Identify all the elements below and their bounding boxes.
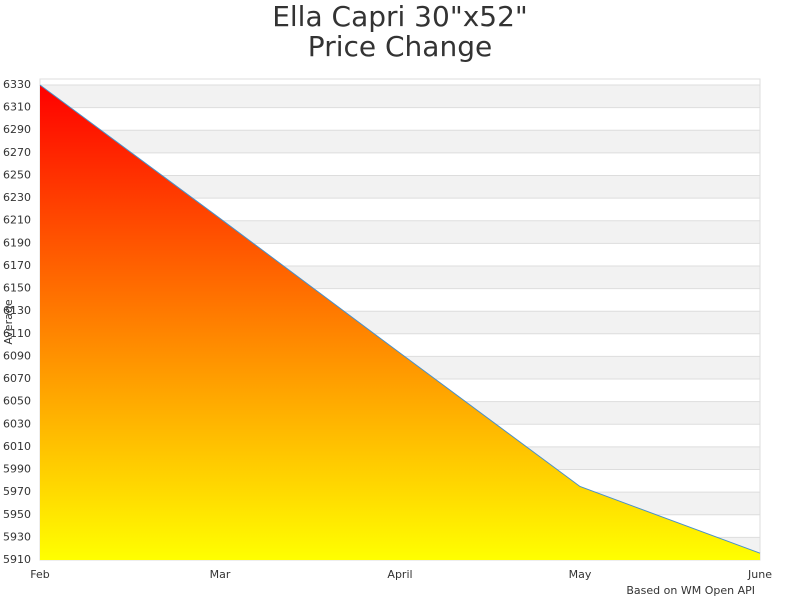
- plot-area: 5910 5930 5950 5970 5990 6010 6030 6050 6070 6090…: [3, 78, 772, 581]
- y-axis-label: Average: [2, 299, 15, 344]
- x-tick-label: June: [747, 568, 772, 581]
- y-tick-label: 6330: [3, 78, 31, 91]
- y-tick-label: 5990: [3, 463, 31, 476]
- grid-band: [40, 175, 760, 199]
- y-tick-label: 6090: [3, 349, 31, 362]
- area-line: [39, 84, 761, 554]
- y-tick-label: 6210: [3, 214, 31, 227]
- y-tick-label: 6050: [3, 395, 31, 408]
- y-tick-label: 6130: [3, 304, 31, 317]
- y-tick-label: 6250: [3, 168, 31, 181]
- grid-band: [40, 130, 760, 153]
- y-tick-label: 6290: [3, 123, 31, 136]
- y-tick-label: 5970: [3, 485, 31, 498]
- y-tick-label: 6190: [3, 236, 31, 249]
- y-tick-label: 6010: [3, 440, 31, 453]
- x-tick-label: May: [569, 568, 592, 581]
- x-tick-label: Mar: [210, 568, 231, 581]
- y-tick-label: 6150: [3, 282, 31, 295]
- y-tick-label: 5930: [3, 530, 31, 543]
- area-fill: [40, 85, 760, 560]
- y-tick-label: 5910: [3, 553, 31, 566]
- chart-title: Ella Capri 30"x52": [272, 0, 528, 33]
- y-tick-label: 6030: [3, 417, 31, 430]
- grid-band: [40, 85, 760, 108]
- y-tick-label: 6070: [3, 372, 31, 385]
- x-tick-label: Feb: [30, 568, 49, 581]
- footer: Based on WM Open API: [626, 584, 755, 597]
- y-tick-label: 6270: [3, 146, 31, 159]
- y-tick-label: 5950: [3, 508, 31, 521]
- y-tick-label: 6230: [3, 191, 31, 204]
- y-tick-label: 6110: [3, 327, 31, 340]
- y-tick-label: 6170: [3, 259, 31, 272]
- chart-subtitle: Price Change: [308, 30, 492, 63]
- x-tick-label: April: [387, 568, 412, 581]
- y-tick-label: 6310: [3, 101, 31, 114]
